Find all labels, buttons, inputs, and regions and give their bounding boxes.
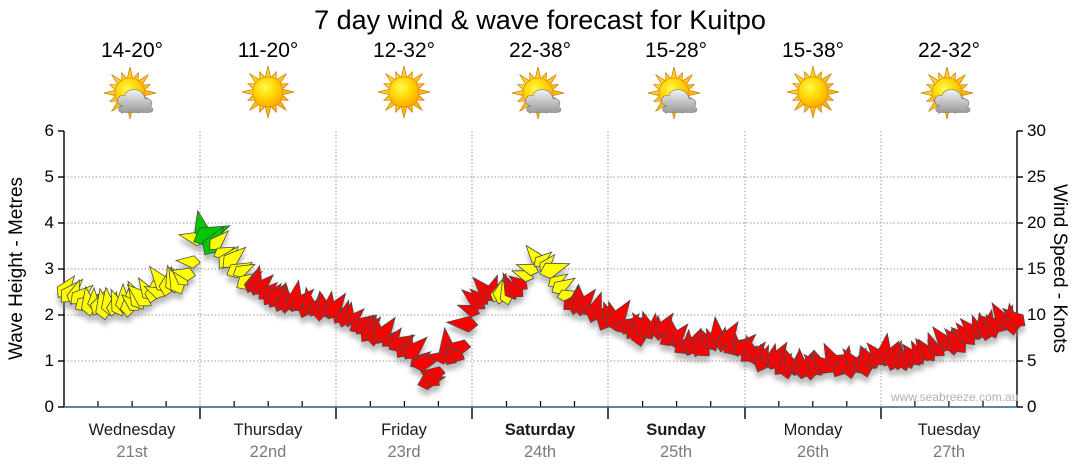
- svg-text:4: 4: [45, 213, 54, 232]
- svg-text:2: 2: [45, 305, 54, 324]
- svg-text:0: 0: [1027, 397, 1036, 416]
- svg-text:6: 6: [45, 121, 54, 140]
- svg-text:5: 5: [45, 167, 54, 186]
- svg-text:0: 0: [45, 397, 54, 416]
- svg-text:5: 5: [1027, 351, 1036, 370]
- svg-text:1: 1: [45, 351, 54, 370]
- svg-text:3: 3: [45, 259, 54, 278]
